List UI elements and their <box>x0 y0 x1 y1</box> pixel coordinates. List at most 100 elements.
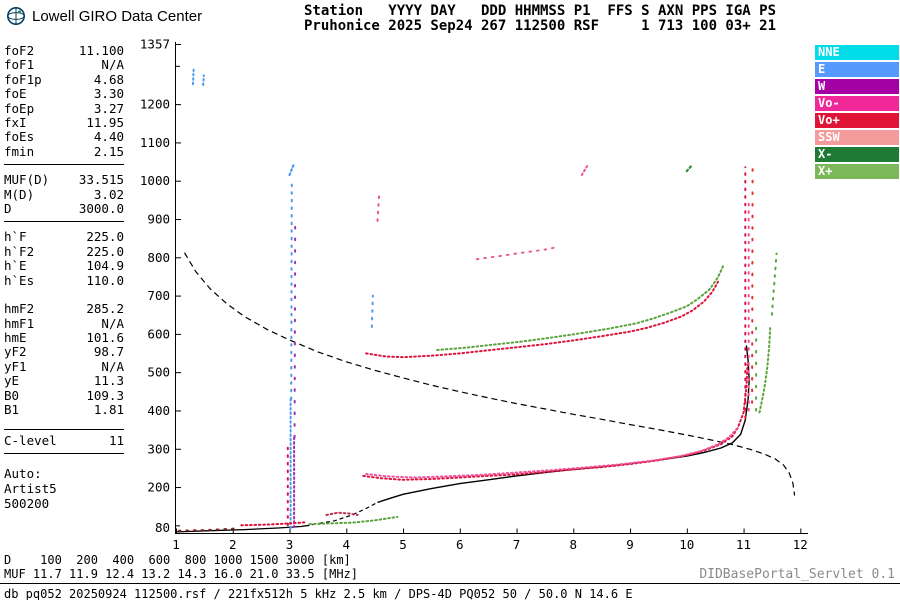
x-tick-label: 10 <box>679 537 694 552</box>
param-label: foEs <box>4 129 35 145</box>
param-value: 110.0 <box>86 272 124 288</box>
parameter-panel: foF2 11.100 foF1 N/A foF1p 4.68 foE 3.30 foEp 3.2… <box>4 43 124 511</box>
legend-item-x: X+ <box>815 164 899 179</box>
param-group-virtual-heights: h`F 225.0 h`F2 225.0 h`E 104.9 h`Es 110.0 <box>4 230 124 288</box>
param-d: D 3000.0 <box>4 201 124 217</box>
autoscaling-info-line: Auto: <box>4 465 42 481</box>
x-tick-label: 3 <box>286 537 294 552</box>
param-label: B0 <box>4 387 20 403</box>
param-value: 11.100 <box>78 43 124 58</box>
y-tick-label: 1357 <box>140 37 170 52</box>
trace-profile-e-region <box>175 524 310 533</box>
trace-blue-marks-topleft-a <box>192 68 195 86</box>
legend-item-ssw: SSW <box>815 130 899 145</box>
x-tick-label: 12 <box>793 537 808 552</box>
param-group-muf: MUF(D) 33.515 M(D) 3.02 D 3000.0 <box>4 172 124 223</box>
param-value: 4.68 <box>93 71 124 87</box>
giro-logo-icon <box>6 6 26 26</box>
param-value: N/A <box>101 358 124 374</box>
param-b1: B1 1.81 <box>4 401 124 417</box>
servlet-version: DIDBasePortal_Servlet 0.1 <box>699 567 895 582</box>
y-tick-label: 400 <box>147 403 170 418</box>
param-label: h`F2 <box>4 243 35 259</box>
param-label: h`F <box>4 229 27 245</box>
param-value: 225.0 <box>86 229 124 245</box>
param-yf2: yF2 98.7 <box>4 344 124 360</box>
trace-es-top-cluster <box>288 162 296 177</box>
param-group-frequencies: foF2 11.100 foF1 N/A foF1p 4.68 foE 3.30 foEp 3.2… <box>4 43 124 166</box>
param-fmin: fmin 2.15 <box>4 144 124 159</box>
param-label: h`E <box>4 258 27 274</box>
trace-x-trace-second-hop <box>436 263 725 351</box>
y-tick-label: 200 <box>147 480 170 495</box>
x-tick-label: 2 <box>229 537 237 552</box>
param-group-layer-parameters: hmF2 285.2 hmF1 N/A hmE 101.6 yF2 98.7 yF1 N/A yE 1… <box>4 301 124 417</box>
y-tick-label: 300 <box>147 441 170 456</box>
param-value: 285.2 <box>86 301 124 317</box>
autoscaling-info-line: Artist5 <box>4 480 57 496</box>
trace-e-trace-red <box>240 521 308 527</box>
trace-profile-valley <box>312 501 378 526</box>
legend-item-e: E <box>815 62 899 77</box>
y-tick-label: 1200 <box>140 97 170 112</box>
param-fof2: foF2 11.100 <box>4 43 124 58</box>
x-tick-label: 8 <box>570 537 578 552</box>
trace-pink-high-b <box>580 164 589 176</box>
trace-es-spread-blue-upper <box>290 177 293 400</box>
legend-item-vo: Vo+ <box>815 113 899 128</box>
x-tick-label: 9 <box>626 537 634 552</box>
trace-e-trace-green <box>308 515 399 526</box>
param-hes: h`Es 110.0 <box>4 272 124 288</box>
param-value: 4.40 <box>93 129 124 145</box>
autoscaling-info-line: 500200 <box>4 495 50 511</box>
param-label: foF1 <box>4 57 35 73</box>
param-label: yE <box>4 373 20 389</box>
x-tick-label: 5 <box>399 537 407 552</box>
y-tick-label: 600 <box>147 326 170 341</box>
app-title: Lowell GIRO Data Center <box>32 7 203 25</box>
param-he: h`E 104.9 <box>4 258 124 274</box>
param-mufd: MUF(D) 33.515 <box>4 172 124 187</box>
x-tick-label: 1 <box>172 537 180 552</box>
param-hme: hmE 101.6 <box>4 329 124 345</box>
trace-x-trace-right-upper <box>770 252 778 316</box>
param-label: h`Es <box>4 272 35 288</box>
station-header-line1: Station YYYY DAY DDD HHMMSS P1 FFS S AXN… <box>304 3 777 19</box>
param-label: M(D) <box>4 186 35 202</box>
param-value: 3000.0 <box>78 201 124 217</box>
param-value: 225.0 <box>86 243 124 259</box>
param-value: 3.30 <box>93 86 124 102</box>
param-label: foE <box>4 86 27 102</box>
param-hmf2: hmF2 285.2 <box>4 301 124 317</box>
y-tick-label: 800 <box>147 250 170 265</box>
legend-item-nne: NNE <box>815 45 899 60</box>
param-value: 101.6 <box>86 329 124 345</box>
param-value: 104.9 <box>86 258 124 274</box>
param-value: 3.02 <box>93 186 124 202</box>
legend-item-vo: Vo- <box>815 96 899 111</box>
trace-transmission-curve <box>183 252 796 496</box>
trace-o-trace-f <box>362 363 749 481</box>
param-b0: B0 109.3 <box>4 387 124 403</box>
trace-o-trace-f-pink <box>365 427 738 479</box>
param-md: M(D) 3.02 <box>4 186 124 202</box>
param-label: foEp <box>4 100 35 116</box>
station-header-line2: Pruhonice 2025 Sep24 267 112500 RSF 1 71… <box>304 18 777 34</box>
x-tick-label: 11 <box>736 537 751 552</box>
param-hf: h`F 225.0 <box>4 229 124 245</box>
param-label: C-level <box>4 433 57 449</box>
param-value: 11 <box>108 433 124 449</box>
param-value: 98.7 <box>93 344 124 360</box>
param-hf2: h`F2 225.0 <box>4 243 124 259</box>
status-bar: db pq052 20250924 112500.rsf / 221fx512h… <box>0 583 900 600</box>
brand-header: Lowell GIRO Data Center <box>6 6 202 26</box>
param-yf1: yF1 N/A <box>4 358 124 374</box>
param-value: 11.3 <box>93 373 124 389</box>
param-label: hmE <box>4 329 27 345</box>
param-label: B1 <box>4 401 20 417</box>
y-tick-label: 700 <box>147 288 170 303</box>
trace-es-spread-purple-upper <box>293 218 297 439</box>
x-tick-label: 4 <box>343 537 351 552</box>
y-tick-label: 80 <box>155 520 170 535</box>
